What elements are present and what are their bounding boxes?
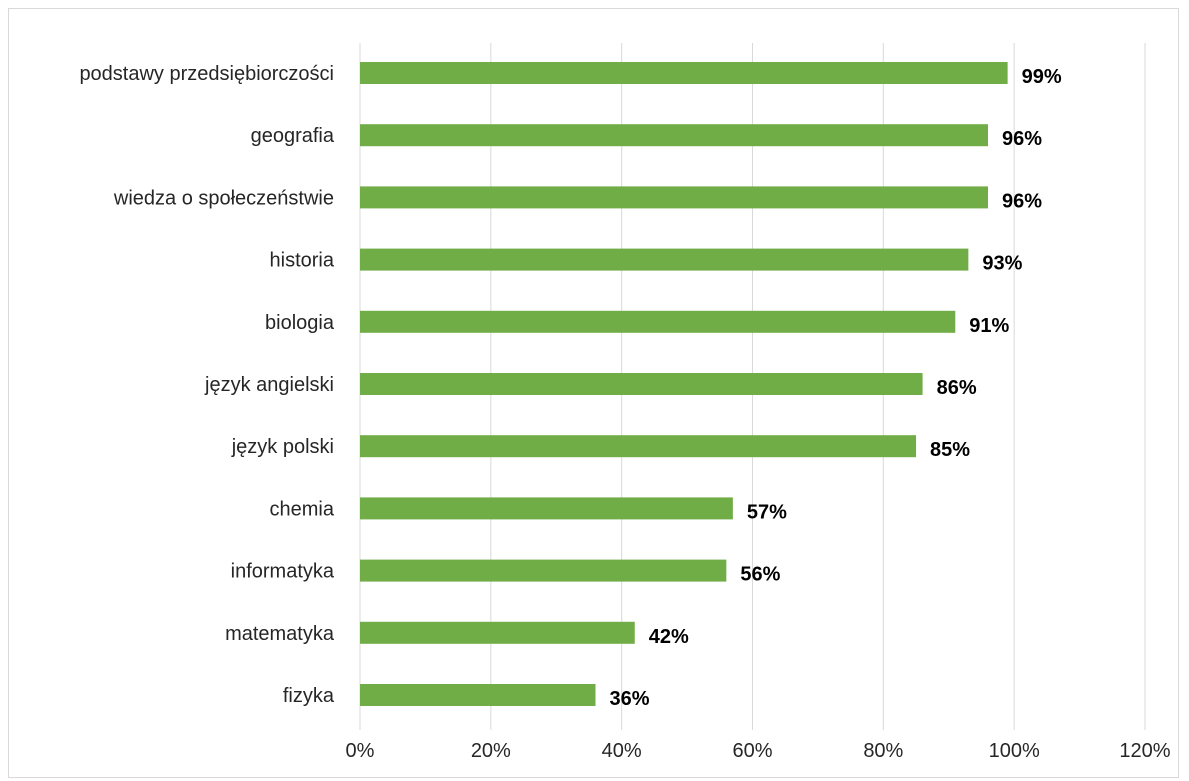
category-label: język angielski <box>204 374 334 396</box>
data-label: 91% <box>969 315 1009 337</box>
x-axis-tick-labels: 0% 20% 40% 60% 80% 100% 120% <box>346 740 1171 762</box>
x-tick-label: 120% <box>1119 740 1170 762</box>
bar <box>360 684 596 706</box>
category-label: historia <box>270 250 335 272</box>
value-labels: 99% 96% 96% 93% 91% 86% 85% 57% 56% 42% 36% <box>610 66 1062 710</box>
x-tick-label: 40% <box>602 740 642 762</box>
category-label: biologia <box>265 312 335 334</box>
bar <box>360 186 988 209</box>
data-label: 42% <box>649 626 689 648</box>
category-label: język polski <box>231 436 334 458</box>
x-tick-label: 0% <box>346 740 375 762</box>
category-label: wiedza o społeczeństwie <box>113 187 334 209</box>
category-label: chemia <box>270 498 335 520</box>
bar <box>360 621 635 644</box>
category-label: podstawy przedsiębiorczości <box>79 63 334 85</box>
bar <box>360 62 1008 84</box>
data-label: 85% <box>930 439 970 461</box>
bars <box>360 62 1008 706</box>
bar <box>360 373 923 395</box>
chart-frame: podstawy przedsiębiorczości geografia wied… <box>8 8 1179 778</box>
bar-chart: podstawy przedsiębiorczości geografia wied… <box>79 43 1171 762</box>
category-labels: podstawy przedsiębiorczości geografia wied… <box>79 63 334 707</box>
x-tick-label: 20% <box>471 740 511 762</box>
data-label: 56% <box>740 564 780 586</box>
x-tick-label: 80% <box>863 740 903 762</box>
data-label: 99% <box>1022 66 1062 88</box>
bar <box>360 435 917 458</box>
data-label: 96% <box>1002 190 1042 212</box>
category-label: geografia <box>251 125 335 147</box>
data-label: 57% <box>747 501 787 523</box>
bar <box>360 497 733 520</box>
x-tick-label: 100% <box>989 740 1040 762</box>
bar <box>360 124 988 147</box>
bar <box>360 248 969 271</box>
x-tick-label: 60% <box>732 740 772 762</box>
bar <box>360 559 727 582</box>
data-label: 96% <box>1002 128 1042 150</box>
data-label: 36% <box>610 688 650 710</box>
data-label: 93% <box>982 253 1022 275</box>
category-label: fizyka <box>283 685 335 707</box>
category-label: matematyka <box>225 623 335 645</box>
category-label: informatyka <box>231 561 335 583</box>
bar <box>360 310 956 333</box>
data-label: 86% <box>937 377 977 399</box>
